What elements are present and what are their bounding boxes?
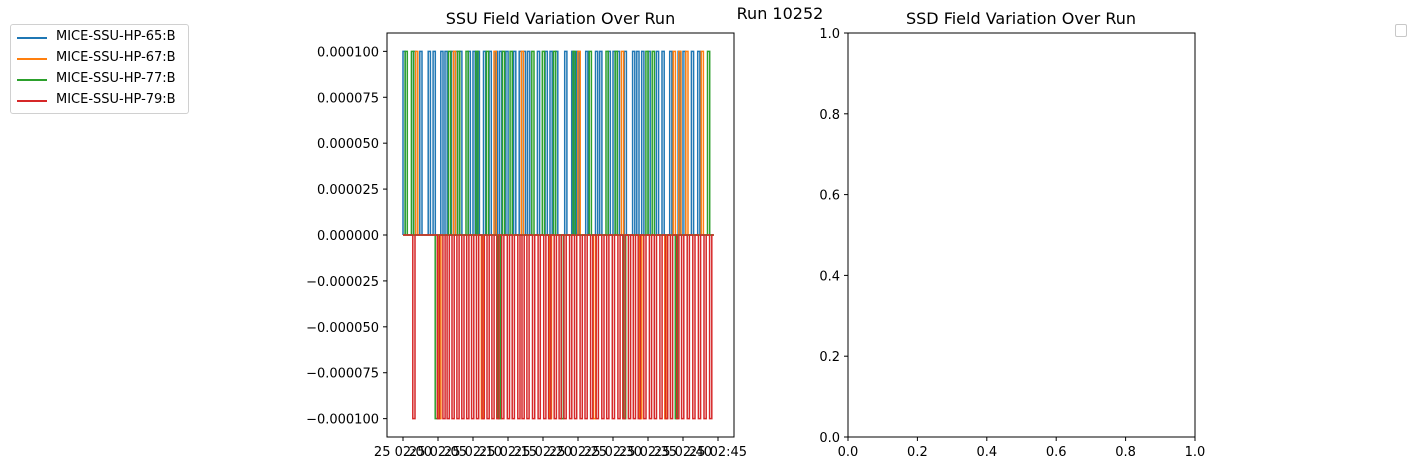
ssd-x-tick-label: 0.6	[1046, 445, 1067, 460]
ssd-plot-title: SSD Field Variation Over Run	[906, 9, 1136, 28]
ssu-x-tick-label: 25 02:05	[409, 445, 467, 460]
ssd-y-tick-label: 0.6	[819, 189, 840, 204]
ssu-plot-series	[402, 50, 714, 420]
ssd-x-tick-label: 0.4	[976, 445, 997, 460]
legend-entry-hp-67: MICE-SSU-HP-67:B	[11, 48, 188, 68]
ssd-y-tick-label: 0.8	[819, 108, 840, 123]
ssd-x-tick-label: 0.2	[907, 445, 928, 460]
legend-entry-hp-79: MICE-SSU-HP-79:B	[11, 90, 188, 110]
ssu-x-tick-label: 25 02:00	[374, 445, 432, 460]
ssu-legend: MICE-SSU-HP-65:B MICE-SSU-HP-67:B MICE-S…	[10, 24, 189, 114]
legend-label-hp-79: MICE-SSU-HP-79:B	[56, 92, 176, 107]
ssd-y-tick-label: 0.0	[819, 431, 840, 446]
legend-swatch-hp-65	[17, 37, 47, 39]
ssu-x-tick-label: 25 02:30	[584, 445, 642, 460]
ssd-empty-legend	[1395, 24, 1407, 37]
ssu-plot-frame	[386, 32, 735, 438]
ssu-y-tick-label: 0.000050	[317, 137, 379, 152]
ssd-y-tick-label: 0.2	[819, 350, 840, 365]
ssu-y-axis-ticks: 0.000100 0.000075 0.000050 0.000025 0.000000…	[306, 45, 387, 428]
legend-label-hp-67: MICE-SSU-HP-67:B	[56, 50, 176, 65]
ssu-y-tick-label: −0.000025	[306, 275, 379, 290]
ssu-series-line-4	[403, 234, 714, 420]
ssd-plot-frame	[847, 32, 1196, 438]
ssd-field-plot: SSD Field Variation Over Run 0.00.20.40.…	[819, 9, 1205, 460]
ssd-y-tick-label: 1.0	[819, 27, 840, 42]
legend-label-hp-65: MICE-SSU-HP-65:B	[56, 29, 176, 44]
ssu-y-tick-label: −0.000075	[306, 367, 379, 382]
ssu-field-plot: SSU Field Variation Over Run 0.0001000.0…	[306, 9, 747, 460]
legend-swatch-hp-79	[17, 100, 47, 102]
ssd-y-axis-ticks: 0.0 0.2 0.4 0.6 0.8 1.0	[819, 27, 848, 446]
ssu-y-tick-label: −0.000100	[306, 413, 379, 428]
legend-swatch-hp-77	[17, 79, 47, 81]
figure-suptitle: Run 10252	[737, 4, 824, 23]
ssu-x-tick-label: 25 02:20	[514, 445, 572, 460]
ssd-x-tick-label: 1.0	[1185, 445, 1206, 460]
ssu-y-tick-label: 0.000000	[317, 229, 379, 244]
ssu-y-tick-label: 0.000025	[317, 183, 379, 198]
legend-label-hp-77: MICE-SSU-HP-77:B	[56, 71, 176, 86]
ssd-y-tick-label: 0.4	[819, 269, 840, 284]
ssu-x-tick-label: 25 02:40	[654, 445, 712, 460]
ssu-x-tick-label: 25 02:15	[479, 445, 537, 460]
ssd-x-tick-label: 0.0	[838, 445, 859, 460]
ssu-y-tick-label: 0.000100	[317, 45, 379, 60]
legend-entry-hp-77: MICE-SSU-HP-77:B	[11, 69, 188, 89]
ssu-x-tick-label: 25 02:45	[689, 445, 747, 460]
ssu-x-tick-label: 25 02:35	[619, 445, 677, 460]
ssd-x-tick-label: 0.8	[1115, 445, 1136, 460]
ssu-y-tick-label: 0.000075	[317, 91, 379, 106]
legend-entry-hp-65: MICE-SSU-HP-65:B	[11, 27, 188, 47]
ssu-y-tick-label: −0.000050	[306, 321, 379, 336]
ssu-x-tick-label: 25 02:10	[444, 445, 502, 460]
legend-swatch-hp-67	[17, 58, 47, 60]
ssu-x-tick-label: 25 02:25	[549, 445, 607, 460]
ssd-x-axis-ticks: 0.0 0.2 0.4 0.6 0.8 1.0	[838, 437, 1206, 460]
ssu-plot-title: SSU Field Variation Over Run	[446, 9, 675, 28]
